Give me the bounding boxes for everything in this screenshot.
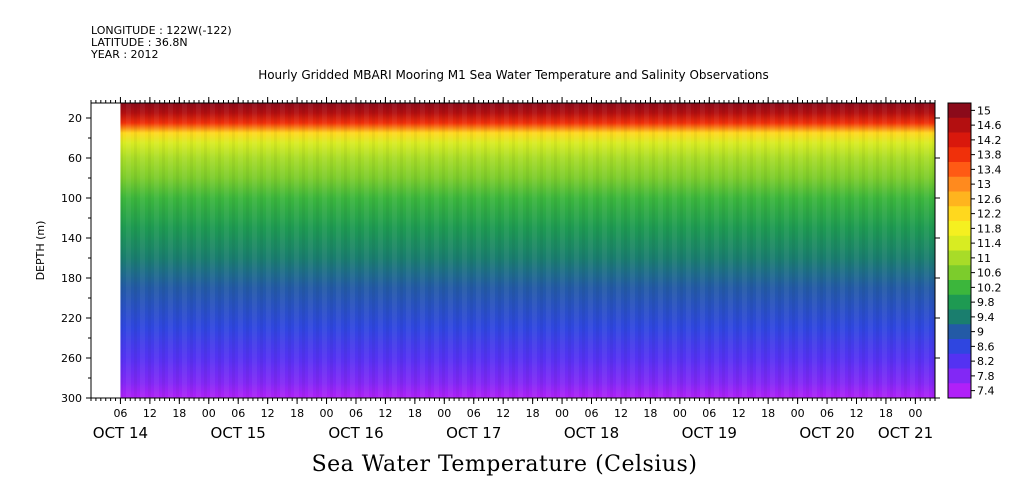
x-hour-label: 12 bbox=[496, 407, 510, 420]
colorbar-frame bbox=[947, 102, 972, 399]
colorbar-swatch bbox=[948, 162, 971, 178]
colorbar-label: 11.8 bbox=[977, 222, 1002, 235]
y-axis-label: DEPTH (m) bbox=[34, 221, 47, 281]
colorbar-title: Sea Water Temperature (Celsius) bbox=[311, 452, 698, 477]
colorbar-label: 10.6 bbox=[977, 267, 1002, 280]
x-hour-label: 12 bbox=[849, 407, 863, 420]
y-tick-label: 140 bbox=[61, 232, 82, 245]
x-day-label: OCT 19 bbox=[682, 424, 737, 442]
y-tick-label: 260 bbox=[61, 352, 82, 365]
x-hour-label: 18 bbox=[172, 407, 186, 420]
colorbar-swatch bbox=[948, 132, 971, 148]
x-day-label: OCT 16 bbox=[328, 424, 383, 442]
y-tick-label: 60 bbox=[68, 152, 82, 165]
y-tick-label: 180 bbox=[61, 272, 82, 285]
x-hour-label: 12 bbox=[143, 407, 157, 420]
x-hour-label: 00 bbox=[437, 407, 451, 420]
year-label: YEAR : 2012 bbox=[91, 48, 159, 61]
colorbar-label: 14.2 bbox=[977, 134, 1002, 147]
x-hour-label: 06 bbox=[349, 407, 363, 420]
x-hour-label: 18 bbox=[408, 407, 422, 420]
y-tick-label: 300 bbox=[61, 392, 82, 405]
colorbar-swatch bbox=[948, 294, 971, 310]
colorbar-label: 7.8 bbox=[977, 370, 995, 383]
colorbar-swatch bbox=[948, 176, 971, 192]
colorbar-swatch bbox=[948, 235, 971, 251]
colorbar-label: 10.2 bbox=[977, 281, 1002, 294]
x-hour-label: 18 bbox=[290, 407, 304, 420]
x-day-label: OCT 18 bbox=[564, 424, 619, 442]
colorbar-label: 9.4 bbox=[977, 311, 995, 324]
x-day-label: OCT 21 bbox=[878, 424, 933, 442]
colorbar-swatch bbox=[948, 265, 971, 281]
colorbar-swatch bbox=[948, 221, 971, 237]
y-tick-label: 20 bbox=[68, 112, 82, 125]
colorbar-label: 7.4 bbox=[977, 385, 995, 398]
y-tick-label: 220 bbox=[61, 312, 82, 325]
chart: 20 60 100 140 180 220 260 300 DEPTH (m) 06 12 18 00 0… bbox=[34, 97, 1002, 442]
x-hour-label: 06 bbox=[113, 407, 127, 420]
colorbar-label: 12.6 bbox=[977, 193, 1002, 206]
x-hour-label: 06 bbox=[467, 407, 481, 420]
colorbar-swatch bbox=[948, 353, 971, 369]
colorbar-swatch bbox=[948, 280, 971, 296]
colorbar-swatch bbox=[948, 117, 971, 133]
colorbar-label: 13.4 bbox=[977, 163, 1002, 176]
x-hour-label: 00 bbox=[555, 407, 569, 420]
colorbar-swatch bbox=[948, 191, 971, 207]
x-hour-label: 00 bbox=[791, 407, 805, 420]
x-hour-label: 06 bbox=[702, 407, 716, 420]
colorbar-swatch bbox=[948, 324, 971, 340]
y-tick-label: 100 bbox=[61, 192, 82, 205]
colorbar-swatch bbox=[948, 339, 971, 355]
colorbar-label: 9.8 bbox=[977, 296, 995, 309]
colorbar-label: 8.6 bbox=[977, 340, 995, 353]
x-hour-label: 18 bbox=[761, 407, 775, 420]
colorbar-label: 11 bbox=[977, 252, 991, 265]
x-hour-label: 18 bbox=[879, 407, 893, 420]
x-hour-label: 12 bbox=[261, 407, 275, 420]
colorbar-label: 9 bbox=[977, 326, 984, 339]
x-hour-label: 00 bbox=[673, 407, 687, 420]
x-hour-label: 06 bbox=[585, 407, 599, 420]
colorbar-label: 8.2 bbox=[977, 355, 995, 368]
x-day-label: OCT 20 bbox=[799, 424, 854, 442]
x-hour-label: 00 bbox=[908, 407, 922, 420]
temperature-field-texture bbox=[120, 103, 935, 398]
x-hour-label: 12 bbox=[614, 407, 628, 420]
colorbar-swatch bbox=[948, 309, 971, 325]
colorbar-label: 14.6 bbox=[977, 119, 1002, 132]
colorbar-swatch bbox=[948, 368, 971, 384]
x-hour-label: 00 bbox=[320, 407, 334, 420]
x-day-label: OCT 15 bbox=[211, 424, 266, 442]
x-hour-label: 00 bbox=[202, 407, 216, 420]
colorbar-label: 15 bbox=[977, 104, 991, 117]
x-hour-label: 06 bbox=[820, 407, 834, 420]
x-hour-label: 12 bbox=[732, 407, 746, 420]
colorbar-swatch bbox=[948, 250, 971, 266]
x-day-label: OCT 17 bbox=[446, 424, 501, 442]
plot-title: Hourly Gridded MBARI Mooring M1 Sea Wate… bbox=[258, 68, 769, 82]
colorbar-swatch bbox=[948, 206, 971, 222]
x-hour-label: 18 bbox=[643, 407, 657, 420]
colorbar-label: 13 bbox=[977, 178, 991, 191]
colorbar-label: 12.2 bbox=[977, 208, 1002, 221]
colorbar-swatch bbox=[948, 383, 971, 399]
longitude-label: LONGITUDE : 122W(-122) bbox=[91, 24, 232, 37]
colorbar-label: 11.4 bbox=[977, 237, 1002, 250]
latitude-label: LATITUDE : 36.8N bbox=[91, 36, 188, 49]
x-day-label: OCT 14 bbox=[93, 424, 148, 442]
colorbar-swatch bbox=[948, 147, 971, 163]
colorbar-label: 13.8 bbox=[977, 149, 1002, 162]
x-hour-label: 06 bbox=[231, 407, 245, 420]
colorbar-swatch bbox=[948, 103, 971, 119]
x-hour-label: 18 bbox=[526, 407, 540, 420]
x-hour-label: 12 bbox=[378, 407, 392, 420]
